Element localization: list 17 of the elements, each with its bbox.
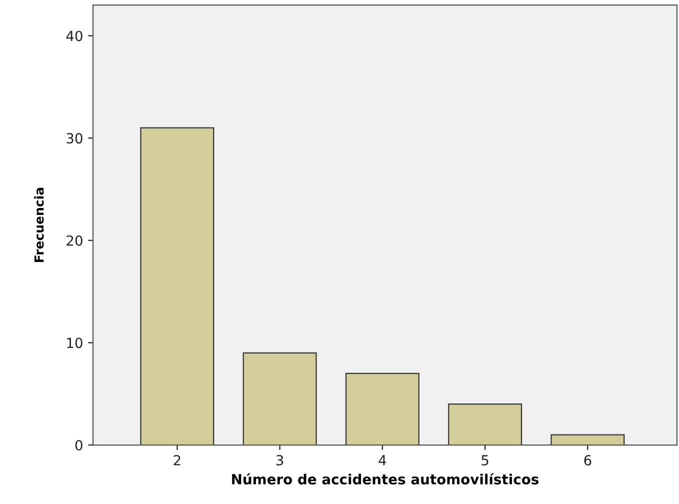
bar (550, 434, 625, 446)
x-axis-title: Número de accidentes automovilísticos (232, 473, 538, 485)
bar (448, 404, 522, 446)
bar (242, 352, 317, 446)
y-tick-label: 10 (67, 338, 82, 348)
bar (345, 372, 420, 446)
y-tick-label: 40 (66, 30, 82, 42)
x-tick-label: 4 (378, 455, 386, 466)
y-axis-title: Frecuencia (34, 188, 44, 262)
bar (140, 127, 214, 446)
x-tick-label: 5 (482, 455, 488, 466)
x-tick-label: 3 (276, 455, 284, 466)
x-tick-label: 6 (584, 455, 592, 466)
y-tick-label: 20 (66, 235, 82, 246)
x-tick-label: 2 (174, 455, 180, 466)
y-tick-label: 30 (66, 133, 82, 144)
y-tick-label: 0 (75, 440, 82, 451)
